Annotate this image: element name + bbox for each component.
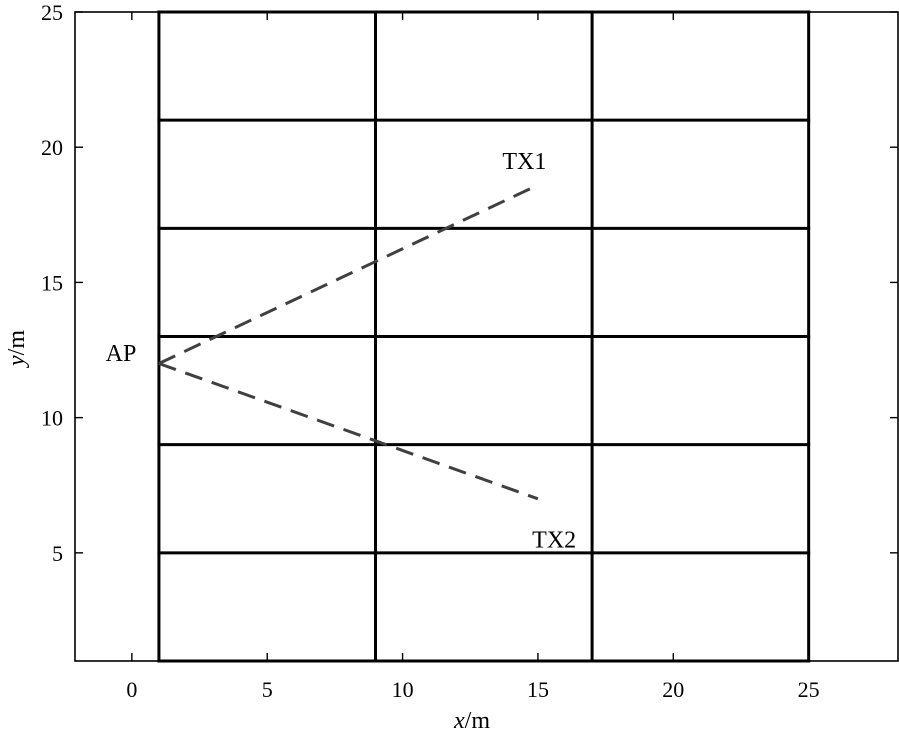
walls-layer bbox=[157, 10, 811, 663]
y-tick-label-4: 25 bbox=[41, 0, 63, 25]
y-tick-label-2: 15 bbox=[41, 270, 63, 295]
axes-frame bbox=[74, 11, 899, 662]
x-tick-label-2: 10 bbox=[392, 677, 414, 702]
x-tick-label-4: 20 bbox=[662, 677, 684, 702]
ticks-layer bbox=[75, 11, 898, 661]
tick-labels-layer: 0 5 10 15 20 25 5 10 15 20 25 bbox=[41, 0, 820, 702]
signal-paths-layer bbox=[158, 183, 539, 501]
y-tick-label-3: 20 bbox=[41, 135, 63, 160]
signal-path-2 bbox=[158, 362, 539, 501]
x-tick-label-0: 0 bbox=[126, 677, 137, 702]
x-tick-label-3: 15 bbox=[527, 677, 549, 702]
y-tick-label-1: 10 bbox=[41, 406, 63, 431]
annotation-ap: AP bbox=[106, 341, 137, 367]
x-tick-label-1: 5 bbox=[262, 677, 273, 702]
y-tick-label-0: 5 bbox=[52, 541, 63, 566]
y-axis-label: y/m bbox=[4, 330, 30, 368]
x-axis-label: x/m bbox=[453, 708, 490, 732]
x-tick-label-5: 25 bbox=[798, 677, 820, 702]
annotations-layer: AP TX1 TX2 bbox=[106, 149, 577, 554]
signal-path-1 bbox=[158, 183, 539, 365]
annotation-tx2: TX2 bbox=[532, 527, 576, 553]
annotation-tx1: TX1 bbox=[502, 149, 546, 175]
